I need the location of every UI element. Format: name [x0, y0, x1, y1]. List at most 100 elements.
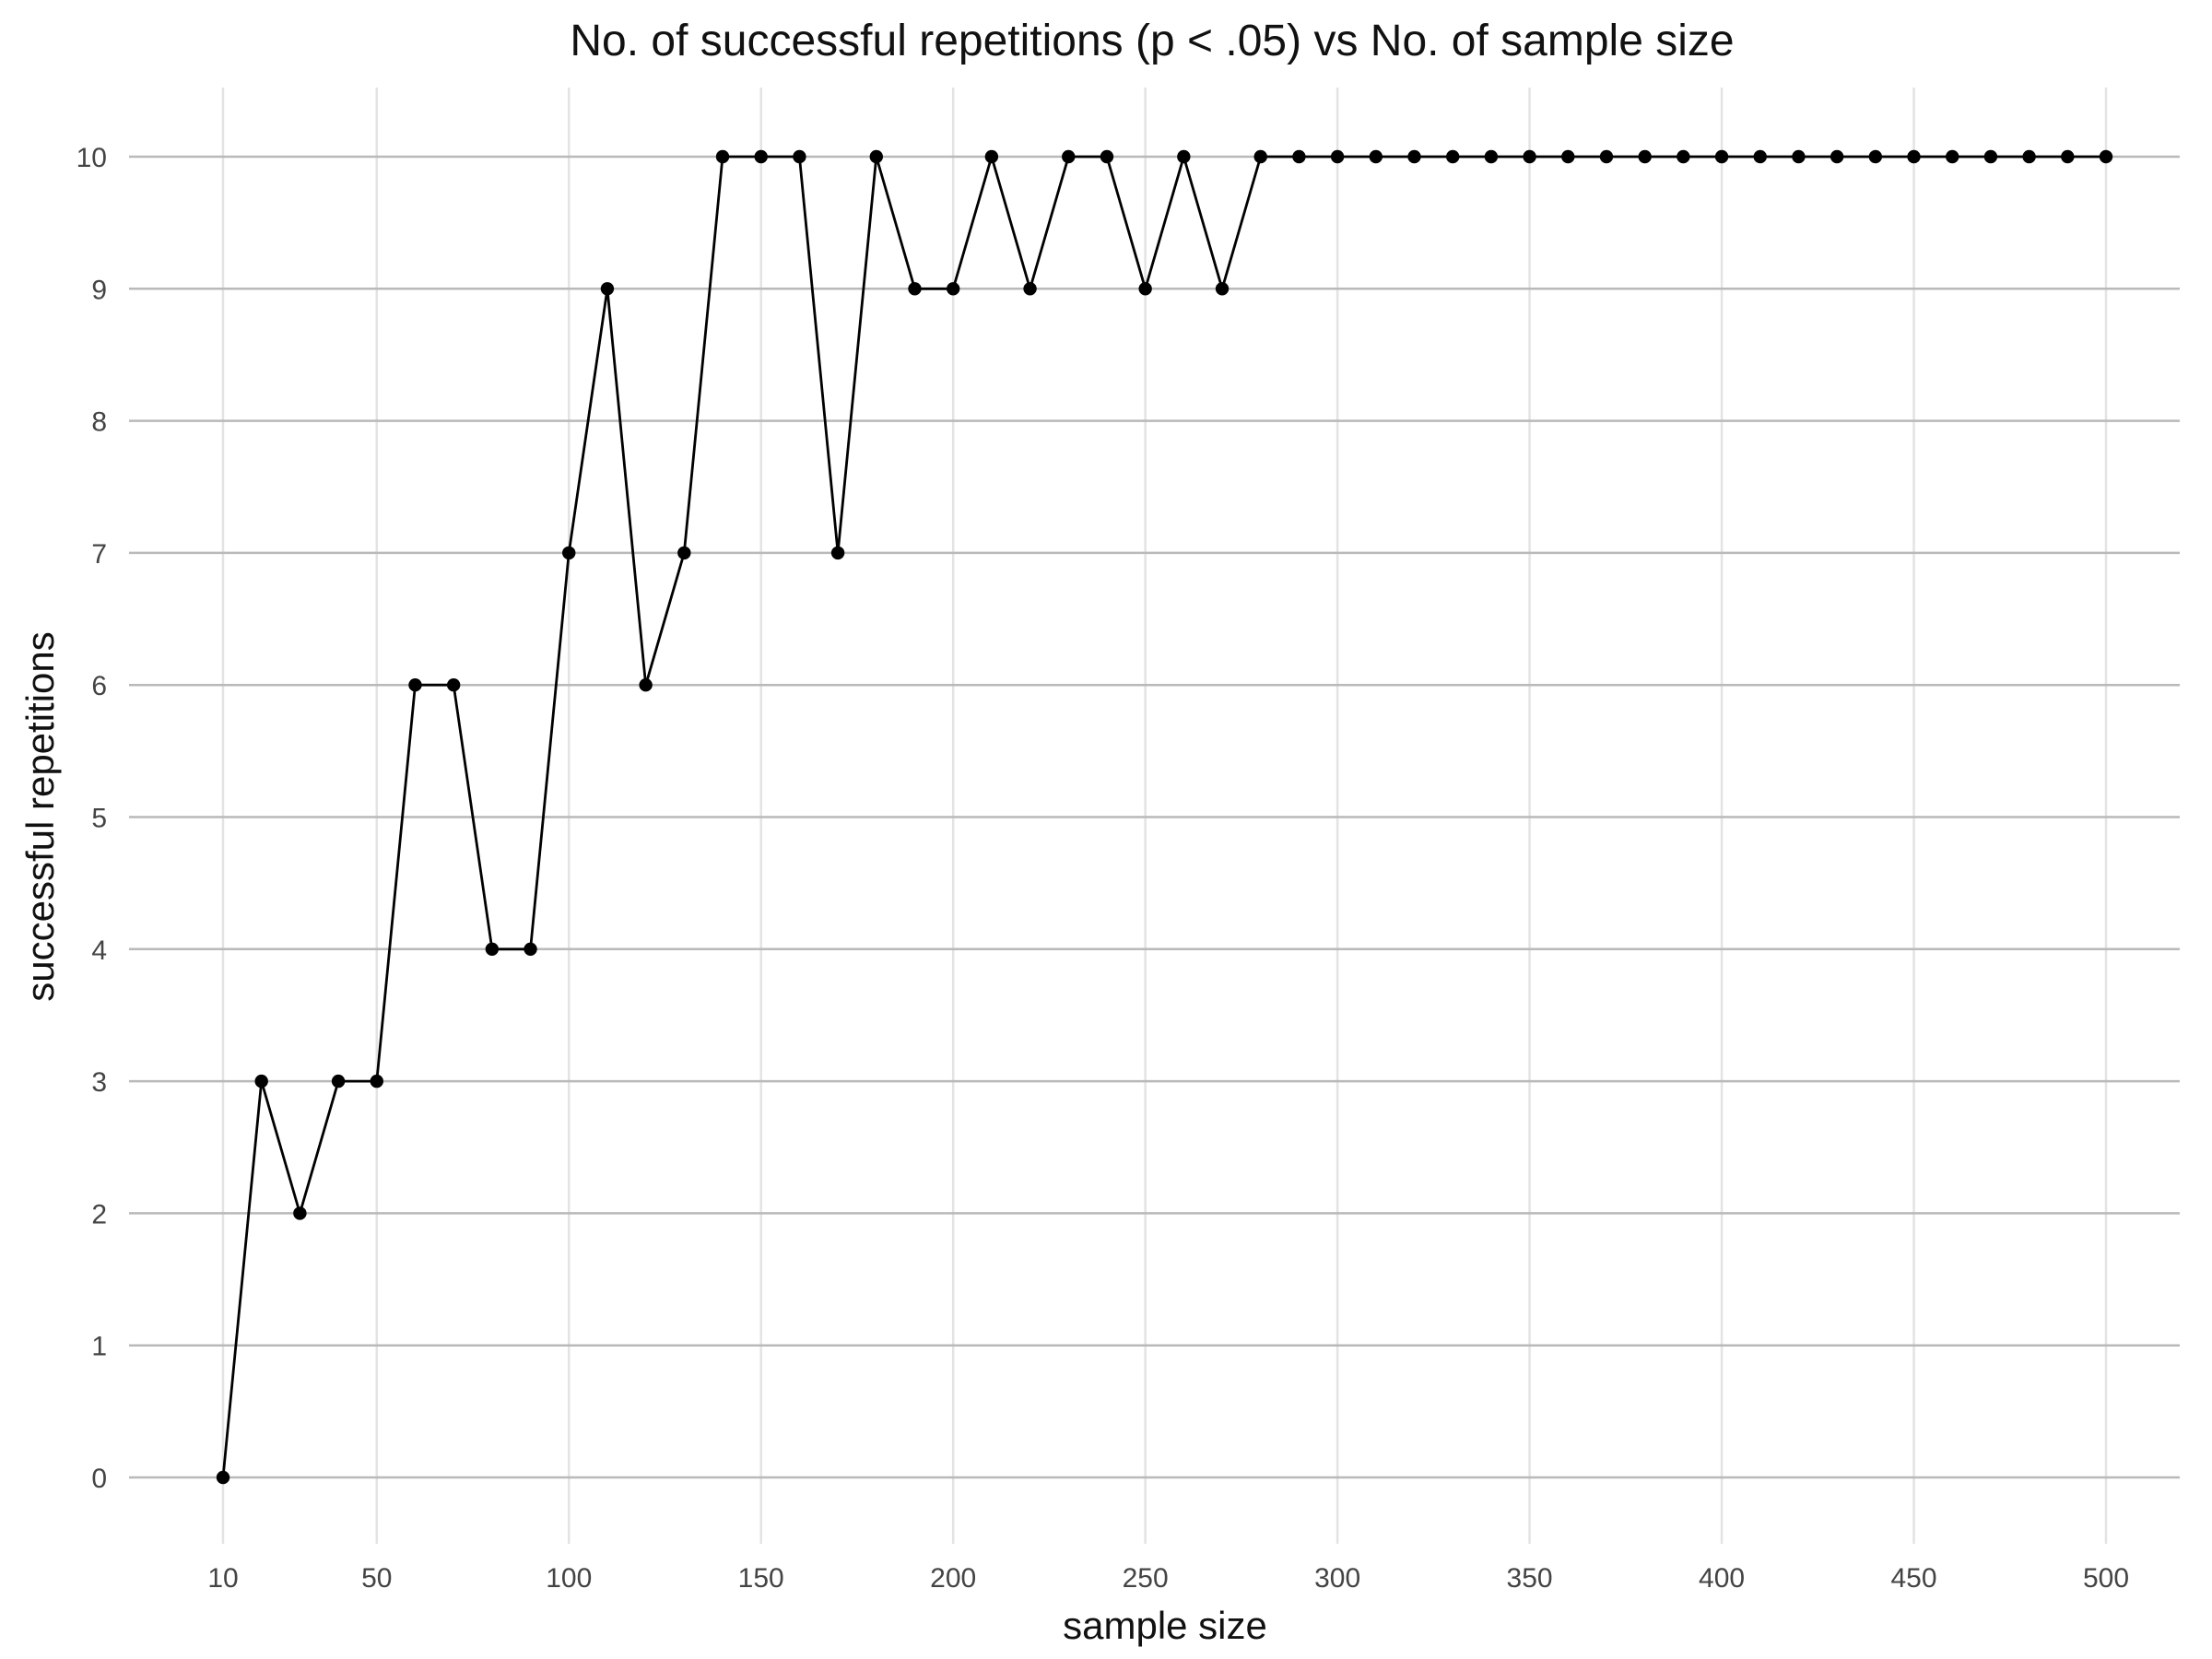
- series-line-segment: [798, 155, 840, 555]
- data-point: [562, 546, 576, 560]
- data-point: [1753, 149, 1767, 164]
- data-point: [1407, 149, 1421, 164]
- x-tick-label: 10: [207, 1563, 238, 1594]
- series-line-segment: [951, 155, 994, 290]
- chart-title: No. of successful repetitions (p < .05) …: [570, 17, 1734, 65]
- y-tick-label: 6: [91, 671, 107, 701]
- data-point: [946, 282, 960, 296]
- data-point: [1369, 149, 1383, 164]
- points-layer: [216, 149, 2113, 1485]
- data-point: [1523, 149, 1536, 164]
- data-point: [1946, 149, 1959, 164]
- data-point: [408, 678, 422, 692]
- data-point: [869, 149, 883, 164]
- series-line-segment: [375, 683, 417, 1083]
- series-layer: [221, 155, 2108, 1479]
- series-line-segment: [529, 551, 571, 951]
- series-line-segment: [682, 155, 724, 555]
- y-tick-label: 10: [76, 143, 107, 173]
- data-point: [908, 282, 922, 296]
- data-point: [1062, 149, 1076, 164]
- series-line-segment: [1220, 155, 1263, 290]
- y-tick-label: 7: [91, 539, 107, 570]
- x-axis-label: sample size: [1063, 1604, 1267, 1647]
- data-point: [715, 149, 730, 164]
- x-tick-label: 350: [1507, 1563, 1553, 1594]
- y-tick-label: 5: [91, 804, 107, 834]
- y-tick-label: 8: [91, 407, 107, 438]
- data-point: [1330, 149, 1345, 164]
- data-point: [1138, 282, 1152, 296]
- data-point: [1446, 149, 1460, 164]
- series-line-segment: [221, 1079, 264, 1479]
- data-point: [793, 149, 806, 164]
- data-point: [524, 942, 537, 956]
- data-point: [1638, 149, 1652, 164]
- x-tick-label: 150: [738, 1563, 784, 1594]
- data-point: [331, 1074, 346, 1088]
- data-point: [600, 282, 615, 296]
- data-point: [2061, 149, 2075, 164]
- tick-layer: 10 50 100 150 200 250 300 350 400 450 500 0 1 2 3 4 5 6 7 8…: [76, 143, 2129, 1594]
- data-point: [1561, 149, 1575, 164]
- data-point: [370, 1074, 383, 1088]
- data-point: [2099, 149, 2113, 164]
- x-tick-label: 100: [546, 1563, 592, 1594]
- data-point: [754, 149, 768, 164]
- data-point: [639, 678, 653, 692]
- series-line-segment: [644, 551, 686, 687]
- series-line-segment: [1105, 155, 1147, 290]
- series-line-segment: [836, 155, 878, 555]
- x-tick-label: 50: [361, 1563, 392, 1594]
- x-tick-label: 500: [2083, 1563, 2129, 1594]
- data-point: [1100, 149, 1114, 164]
- data-point: [216, 1470, 230, 1485]
- series-line-segment: [606, 287, 648, 687]
- data-point: [485, 942, 500, 956]
- data-point: [1830, 149, 1844, 164]
- x-tick-label: 250: [1123, 1563, 1169, 1594]
- x-tick-label: 200: [930, 1563, 976, 1594]
- data-point: [830, 546, 845, 560]
- data-point: [677, 546, 691, 560]
- y-tick-label: 2: [91, 1199, 107, 1230]
- data-point: [1292, 149, 1306, 164]
- y-tick-label: 9: [91, 275, 107, 305]
- data-point: [254, 1074, 268, 1088]
- data-point: [1215, 282, 1230, 296]
- series-line-segment: [875, 155, 916, 290]
- series-line-segment: [990, 155, 1031, 290]
- x-tick-label: 450: [1890, 1563, 1936, 1594]
- series-line-segment: [260, 1079, 301, 1215]
- x-tick-label: 300: [1314, 1563, 1360, 1594]
- data-point: [1868, 149, 1883, 164]
- series-line-segment: [1182, 155, 1224, 290]
- data-point: [1177, 149, 1191, 164]
- series-line-segment: [452, 683, 494, 951]
- y-tick-label: 4: [91, 935, 107, 966]
- data-point: [2022, 149, 2036, 164]
- y-axis-label: successful repetitions: [18, 631, 62, 1002]
- y-tick-label: 1: [91, 1332, 107, 1362]
- series-line-segment: [567, 287, 609, 555]
- data-point: [1983, 149, 1998, 164]
- series-line-segment: [298, 1079, 340, 1215]
- series-line-segment: [1029, 155, 1070, 290]
- data-point: [984, 149, 999, 164]
- data-point: [1023, 282, 1037, 296]
- y-tick-label: 0: [91, 1464, 107, 1494]
- data-point: [1599, 149, 1614, 164]
- data-point: [1714, 149, 1729, 164]
- data-point: [446, 678, 461, 692]
- data-point: [293, 1206, 307, 1220]
- data-point: [1677, 149, 1690, 164]
- data-point: [1253, 149, 1267, 164]
- data-point: [1907, 149, 1921, 164]
- x-tick-label: 400: [1699, 1563, 1745, 1594]
- data-point: [1792, 149, 1806, 164]
- data-point: [1484, 149, 1499, 164]
